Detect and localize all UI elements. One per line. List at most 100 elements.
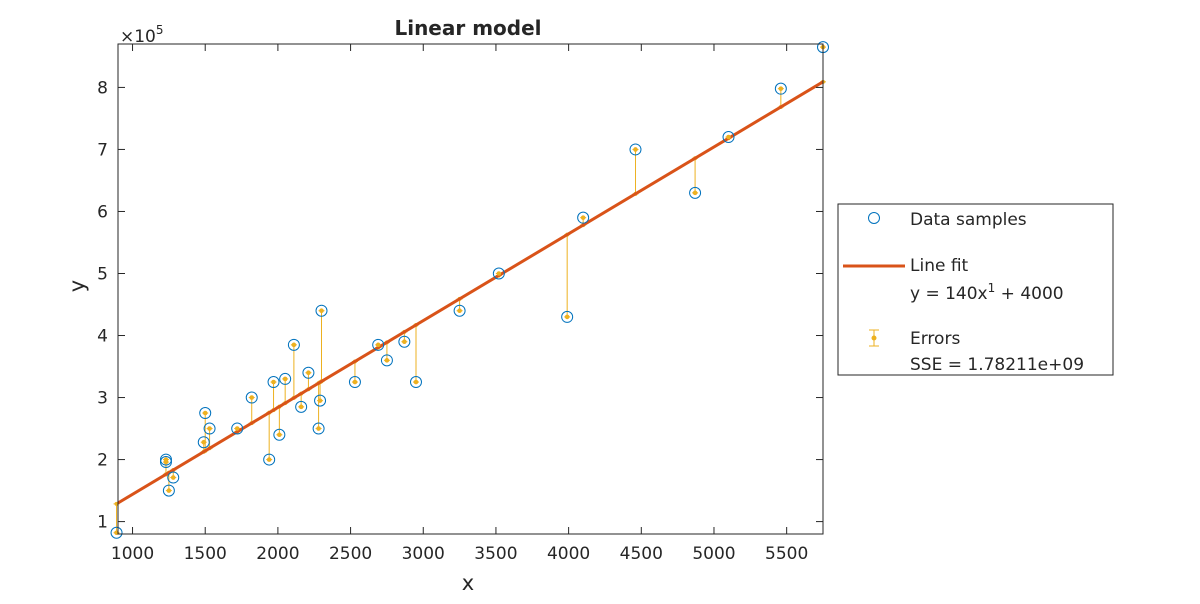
y-axis-label: y — [65, 280, 89, 292]
data-sample-point — [689, 186, 702, 199]
data-sample-center — [207, 426, 212, 431]
data-sample-point — [162, 484, 175, 497]
fit-equation-suffix: + 4000 — [995, 284, 1063, 304]
data-sample-center — [234, 426, 240, 431]
plot-area — [118, 44, 823, 534]
data-sample-center — [298, 404, 304, 410]
data-sample-point — [279, 372, 292, 385]
data-sample-point — [273, 428, 286, 441]
legend-samples-label: Data samples — [910, 210, 1027, 230]
x-axis-label: x — [462, 571, 474, 595]
data-sample-center — [413, 379, 419, 385]
data-sample-center — [277, 432, 282, 438]
data-sample-point — [774, 82, 787, 95]
data-sample-point — [315, 304, 328, 317]
data-sample-center — [282, 376, 288, 382]
data-sample-point — [231, 422, 244, 435]
data-sample-center — [249, 395, 255, 400]
y-axis-ticks: 1 2 3 4 5 6 7 8 — [97, 78, 823, 533]
legend-fit-equation: y = 140x1 + 4000 — [910, 281, 1064, 304]
data-sample-point — [314, 394, 327, 407]
legend-errors-marker — [869, 329, 879, 347]
data-sample-point — [159, 453, 172, 466]
legend: Data samples Line fit y = 140x1 + 4000 E… — [837, 203, 1114, 376]
x-tick-label: 2500 — [329, 544, 372, 564]
data-sample-center — [564, 314, 570, 320]
data-sample-point — [295, 400, 308, 413]
data-sample-center — [580, 215, 586, 220]
data-sample-center — [778, 86, 784, 91]
x-tick-label: 1500 — [184, 544, 227, 564]
data-sample-center — [317, 398, 323, 403]
x-tick-label: 4500 — [620, 544, 663, 564]
data-sample-center — [170, 475, 176, 480]
data-sample-point — [197, 436, 210, 449]
y-exponent-base: ×10 — [120, 27, 156, 47]
x-tick-label: 2000 — [256, 544, 299, 564]
data-sample-center — [496, 271, 502, 276]
fit-line-layer — [117, 80, 824, 505]
y-tick-label: 1 — [97, 513, 108, 533]
plot-frame — [117, 43, 824, 535]
data-sample-point — [312, 422, 325, 435]
legend-sse-label: SSE = 1.78211e+09 — [910, 355, 1084, 375]
fit-line — [117, 80, 824, 505]
y-exponent-power: 5 — [156, 23, 164, 37]
data-sample-center — [319, 308, 324, 314]
data-sample-point — [577, 211, 590, 224]
data-sample-center — [316, 426, 321, 431]
data-sample-center — [633, 147, 638, 152]
y-tick-label: 5 — [97, 264, 108, 284]
data-sample-center — [375, 342, 381, 348]
y-tick-label: 3 — [97, 389, 108, 409]
data-sample-point — [398, 335, 411, 348]
data-sample-point — [267, 376, 280, 389]
data-sample-center — [726, 134, 731, 140]
data-sample-point — [167, 471, 180, 484]
x-tick-label: 5500 — [765, 544, 808, 564]
data-sample-point — [287, 338, 300, 351]
data-sample-point — [263, 453, 276, 466]
data-sample-center — [352, 379, 358, 385]
chart-title: Linear model — [394, 16, 541, 40]
data-sample-center — [266, 457, 272, 462]
data-sample-point — [453, 304, 466, 317]
data-sample-center — [202, 410, 208, 416]
y-exponent: ×105 — [120, 23, 164, 47]
data-sample-center — [291, 342, 297, 348]
data-sample-point — [348, 376, 361, 389]
fit-equation-prefix: y = 140x — [910, 284, 988, 304]
y-tick-label: 2 — [97, 451, 108, 471]
data-sample-center — [402, 339, 407, 345]
legend-samples-marker — [868, 212, 880, 224]
x-tick-label: 3500 — [474, 544, 517, 564]
data-sample-center — [201, 439, 207, 445]
x-tick-label: 4000 — [547, 544, 590, 564]
data-sample-point — [409, 376, 422, 389]
y-tick-label: 4 — [97, 327, 108, 347]
data-sample-center — [271, 379, 276, 385]
x-tick-label: 3000 — [402, 544, 445, 564]
data-sample-point — [245, 391, 258, 404]
data-sample-point — [372, 338, 385, 351]
x-tick-label: 1000 — [111, 544, 154, 564]
legend-box — [837, 203, 1114, 376]
data-sample-center — [163, 459, 169, 465]
data-sample-point — [561, 310, 574, 323]
data-sample-point — [159, 456, 172, 469]
data-sample-center — [457, 308, 462, 314]
legend-fit-label: Line fit — [910, 256, 969, 276]
data-sample-point — [629, 143, 642, 156]
data-sample-point — [110, 526, 123, 539]
y-tick-label: 8 — [97, 78, 108, 98]
data-sample-point — [380, 354, 393, 367]
data-sample-center — [692, 190, 698, 196]
y-tick-label: 6 — [97, 202, 108, 222]
data-sample-center — [166, 488, 172, 493]
data-sample-center — [306, 370, 311, 376]
data-sample-point — [203, 422, 216, 435]
fit-equation-power: 1 — [988, 281, 996, 295]
data-sample-point — [492, 267, 505, 280]
